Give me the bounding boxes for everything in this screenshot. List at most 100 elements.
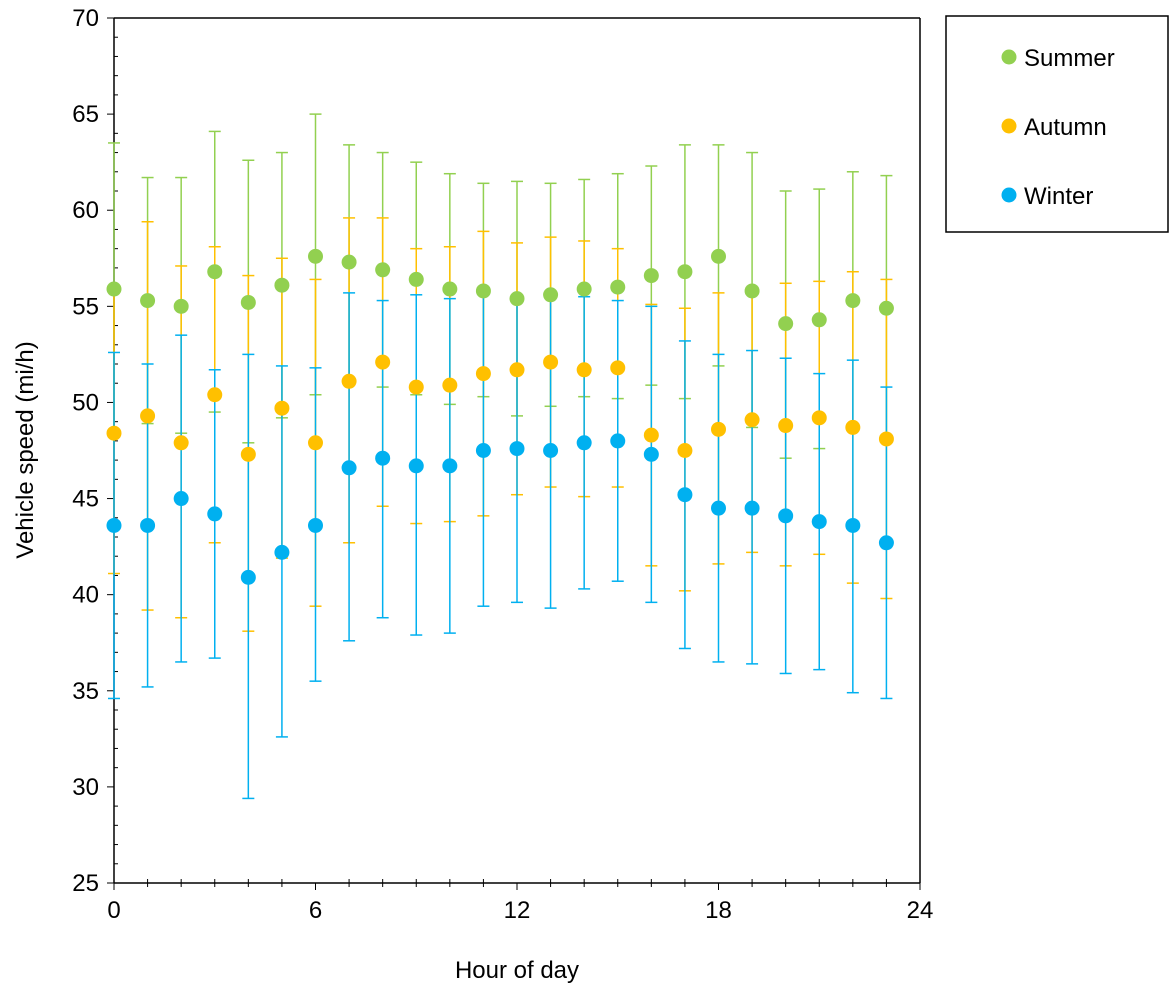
summer-point: [878, 300, 894, 316]
winter-point: [811, 514, 827, 530]
y-tick-label: 70: [72, 5, 99, 32]
data-points: [106, 248, 894, 585]
autumn-point: [408, 379, 424, 395]
summer-point: [576, 281, 592, 297]
summer-point: [408, 271, 424, 287]
autumn-point: [240, 446, 256, 462]
x-tick-label: 18: [705, 897, 732, 924]
y-tick-label: 65: [72, 101, 99, 128]
legend-box: [945, 15, 1169, 233]
winter-point: [778, 508, 794, 524]
summer-point: [274, 277, 290, 293]
legend-label-autumn: Autumn: [1024, 114, 1107, 141]
summer-point: [375, 262, 391, 278]
y-tick-label: 35: [72, 678, 99, 705]
autumn-point: [677, 443, 693, 458]
winter-point: [341, 460, 357, 476]
summer-point: [475, 283, 491, 299]
summer-point: [845, 293, 861, 309]
autumn-point: [341, 373, 357, 389]
legend-marker-summer: [1001, 49, 1017, 65]
y-axis-ticks: 25 30 35 40 45 50 55 60 65 70: [72, 5, 118, 897]
winter-point: [845, 517, 861, 533]
autumn-point: [878, 431, 894, 447]
autumn-point: [442, 377, 458, 393]
summer-point: [106, 281, 122, 297]
autumn-point: [744, 412, 760, 428]
autumn-point: [173, 435, 189, 451]
y-axis-label: Vehicle speed (mi/h): [12, 341, 39, 558]
legend-marker-winter: [1001, 187, 1017, 203]
summer-point: [543, 287, 559, 303]
x-tick-label: 0: [107, 897, 120, 924]
summer-point: [341, 254, 357, 270]
winter-point: [878, 535, 894, 551]
x-axis-ticks: 0 6 12 18 24: [107, 879, 933, 924]
winter-point: [106, 517, 122, 533]
winter-point: [140, 517, 156, 533]
autumn-point: [509, 362, 525, 378]
winter-point: [677, 487, 693, 503]
summer-point: [778, 316, 794, 332]
summer-point: [173, 298, 189, 314]
y-tick-label: 55: [72, 293, 99, 320]
y-tick-label: 30: [72, 774, 99, 801]
y-tick-label: 60: [72, 197, 99, 224]
summer-point: [744, 283, 760, 299]
autumn-point: [643, 427, 659, 443]
summer-point: [442, 281, 458, 297]
summer-point: [140, 293, 156, 309]
summer-point: [207, 264, 223, 280]
autumn-point: [711, 421, 726, 437]
x-tick-label: 24: [907, 897, 934, 924]
x-tick-label: 12: [504, 897, 531, 924]
summer-point: [811, 312, 827, 328]
winter-point: [576, 435, 592, 451]
summer-point: [610, 279, 626, 295]
winter-point: [308, 517, 323, 533]
autumn-point: [845, 419, 861, 435]
winter-point: [643, 446, 659, 462]
summer-point: [509, 291, 525, 307]
autumn-point: [475, 366, 491, 382]
autumn-point: [543, 354, 559, 370]
y-tick-label: 25: [72, 870, 99, 897]
winter-point: [173, 491, 189, 507]
winter-point: [475, 443, 491, 458]
autumn-point: [610, 360, 626, 376]
winter-point: [274, 544, 290, 560]
y-tick-label: 50: [72, 389, 99, 416]
winter-point: [408, 458, 424, 474]
x-axis-label: Hour of day: [455, 957, 579, 984]
autumn-point: [140, 408, 156, 424]
summer-point: [643, 268, 659, 284]
y-tick-label: 40: [72, 582, 99, 609]
autumn-point: [308, 435, 323, 451]
plot-area: 25 30 35 40 45 50 55 60 65 70 0 6 12 18 24: [72, 5, 933, 924]
autumn-point: [576, 362, 592, 378]
autumn-point: [811, 410, 827, 426]
summer-point: [308, 248, 323, 264]
x-tick-label: 6: [309, 897, 322, 924]
autumn-point: [778, 418, 794, 434]
legend-marker-autumn: [1001, 118, 1017, 134]
summer-point: [711, 248, 726, 264]
legend-label-winter: Winter: [1024, 183, 1093, 210]
winter-point: [240, 569, 256, 585]
winter-point: [543, 443, 559, 458]
autumn-point: [274, 400, 290, 416]
summer-point: [240, 294, 256, 310]
summer-point: [677, 264, 693, 280]
winter-point: [207, 506, 223, 522]
y-tick-label: 45: [72, 486, 99, 513]
autumn-point: [375, 354, 391, 370]
winter-point: [375, 450, 391, 466]
legend: Summer Autumn Winter: [945, 15, 1169, 233]
autumn-point: [207, 387, 223, 403]
winter-point: [711, 500, 726, 516]
winter-point: [442, 458, 458, 474]
error-bars: [108, 113, 893, 800]
autumn-point: [106, 425, 122, 441]
winter-point: [509, 441, 525, 457]
